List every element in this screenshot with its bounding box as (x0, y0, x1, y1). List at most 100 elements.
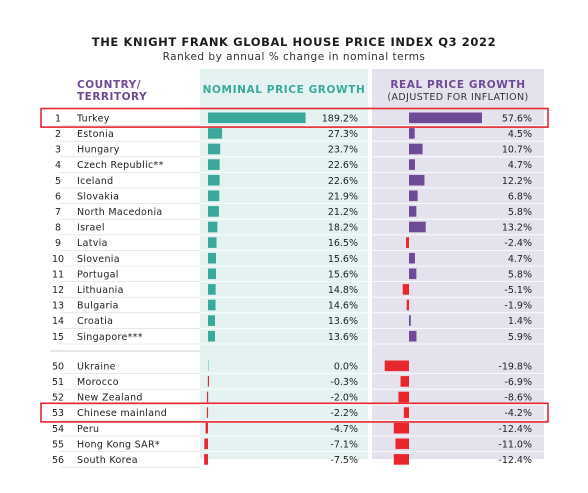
nominal-bar (208, 252, 217, 264)
nominal-bar (208, 128, 223, 139)
real-bar (409, 143, 423, 155)
rank-label: 1 (55, 113, 61, 124)
country-label: Croatia (77, 316, 113, 327)
country-label: Ukraine (77, 361, 116, 372)
real-value-label: -4.2% (504, 408, 532, 419)
real-value-label: 4.7% (508, 254, 532, 265)
nominal-bar (207, 376, 210, 387)
nominal-bar (208, 190, 220, 202)
row-highlight-box (40, 402, 549, 423)
real-bar (403, 407, 409, 418)
real-bar (409, 221, 426, 233)
real-bar (398, 391, 409, 403)
real-value-label: 4.5% (508, 129, 532, 140)
rank-label: 11 (52, 269, 64, 280)
real-value-label: 4.7% (508, 160, 532, 171)
nominal-bar (208, 360, 209, 372)
nominal-bar (208, 174, 220, 186)
nominal-bar (208, 315, 216, 326)
country-label: North Macedonia (77, 207, 163, 218)
real-bar (409, 252, 415, 264)
header-country-line2: TERRITORY (77, 91, 147, 103)
real-value-label: -5.1% (504, 285, 532, 296)
nominal-value-label: 13.6% (328, 316, 358, 327)
real-bar (409, 315, 411, 326)
real-bar (409, 159, 415, 170)
rank-label: 55 (52, 439, 64, 450)
nominal-value-label: 21.2% (328, 207, 358, 218)
nominal-bar (208, 159, 220, 170)
country-label: Israel (77, 223, 105, 234)
nominal-value-label: 22.6% (328, 176, 358, 187)
real-bar (409, 190, 418, 202)
real-value-label: 5.9% (508, 332, 532, 343)
country-label: Slovakia (77, 191, 119, 202)
rank-label: 12 (52, 285, 64, 296)
rank-label: 4 (55, 160, 61, 171)
real-bar (393, 454, 409, 465)
country-label: Morocco (77, 377, 119, 388)
nominal-value-label: 0.0% (334, 361, 358, 372)
real-value-label: 12.2% (502, 176, 532, 187)
nominal-value-label: 14.6% (328, 301, 358, 312)
nominal-value-label: 14.8% (328, 285, 358, 296)
rank-label: 54 (52, 424, 64, 435)
rank-label: 51 (52, 377, 64, 388)
nominal-bar (208, 237, 217, 248)
nominal-bar (208, 299, 216, 311)
country-label: Turkey (76, 113, 110, 124)
real-bar (406, 299, 409, 311)
country-label: Estonia (77, 129, 114, 140)
country-label: New Zealand (77, 393, 143, 404)
nominal-value-label: 15.6% (328, 269, 358, 280)
country-label: Czech Republic** (77, 160, 164, 171)
country-label: South Korea (77, 455, 138, 466)
real-bar (409, 174, 425, 186)
highlight-boxes (40, 107, 549, 423)
nominal-value-label: 18.2% (328, 223, 358, 234)
nominal-value-label: 189.2% (322, 113, 358, 124)
real-value-label: 5.8% (508, 207, 532, 218)
real-value-label: 1.4% (508, 316, 532, 327)
nominal-value-label: 16.5% (328, 238, 358, 249)
real-value-label: -6.9% (504, 377, 532, 388)
rank-label: 9 (55, 238, 61, 249)
nominal-value-label: 27.3% (328, 129, 358, 140)
rank-label: 14 (52, 316, 64, 327)
real-value-label: 57.6% (502, 113, 532, 124)
header-real-line1: REAL PRICE GROWTH (390, 79, 525, 91)
rank-label: 53 (52, 408, 64, 419)
nominal-bar (208, 284, 216, 295)
real-value-label: 10.7% (502, 145, 532, 156)
country-label: Iceland (77, 176, 113, 187)
rank-label: 15 (52, 332, 64, 343)
nominal-bar (204, 454, 208, 465)
nominal-column-background (200, 69, 368, 459)
nominal-value-label: 21.9% (328, 191, 358, 202)
nominal-bar (208, 268, 217, 280)
nominal-bar (208, 206, 219, 217)
real-bar (409, 268, 417, 280)
real-bar (402, 284, 409, 295)
real-bar (409, 112, 482, 124)
rank-label: 13 (52, 301, 64, 312)
nominal-value-label: -7.1% (330, 439, 358, 450)
header-country-line1: COUNTRY/ (77, 79, 141, 91)
real-value-label: 5.8% (508, 269, 532, 280)
real-bar (409, 330, 417, 342)
real-value-label: -8.6% (504, 393, 532, 404)
nominal-value-label: -7.5% (330, 455, 358, 466)
nominal-value-label: -2.0% (330, 393, 358, 404)
rank-label: 10 (52, 254, 64, 265)
nominal-bar (206, 391, 209, 403)
country-label: Slovenia (77, 254, 120, 265)
country-label: Bulgaria (77, 301, 119, 312)
nominal-value-label: -2.2% (330, 408, 358, 419)
table-rows: 1 Turkey 189.2% 57.6% 2 Estonia 27.3% 4.5% 3 Hung… (50, 112, 544, 468)
country-label: Chinese mainland (77, 408, 167, 419)
nominal-bar (205, 422, 208, 434)
country-label: Portugal (77, 269, 119, 280)
real-value-label: -12.4% (498, 424, 532, 435)
real-bar (393, 422, 409, 434)
